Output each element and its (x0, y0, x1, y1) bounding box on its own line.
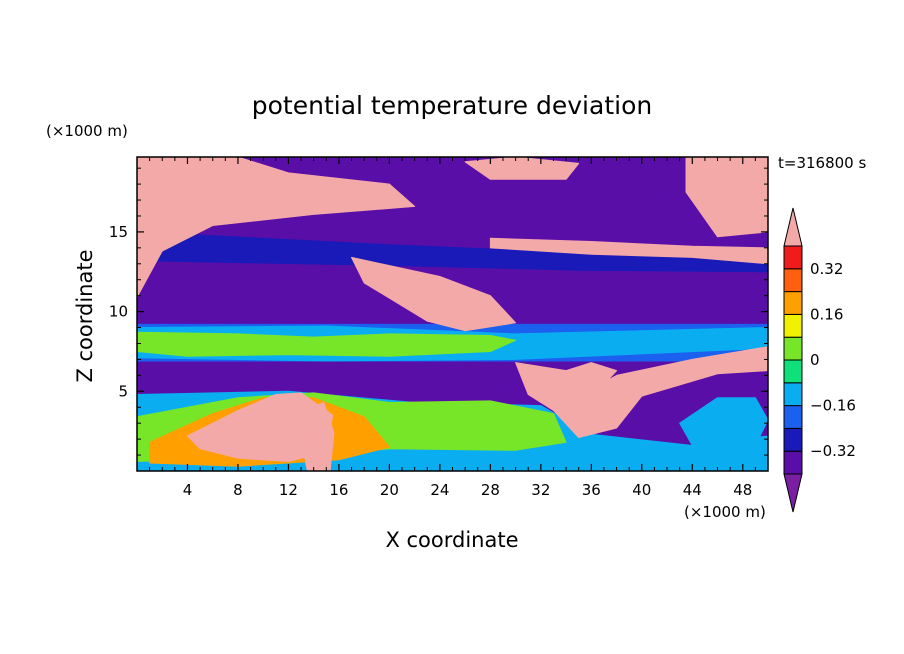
colorbar-box (783, 313, 803, 338)
x-tick-label: 32 (531, 481, 550, 499)
y-tick-label: 5 (118, 382, 128, 400)
colorbar-label: 0.32 (810, 260, 843, 278)
y-axis: 5 10 15 (109, 167, 768, 456)
x-tick-label: 12 (279, 481, 298, 499)
contour-region-top-right-warm-patch (685, 157, 768, 238)
colorbar-label: −0.32 (810, 442, 856, 460)
x-axis-title: X coordinate (385, 528, 518, 552)
x-tick-label: 28 (481, 481, 500, 499)
colorbar-label: 0 (810, 351, 820, 369)
contour-region-upper-band-negative (137, 231, 768, 273)
y-tick-label: 10 (109, 303, 128, 321)
contour-region-diagonal-warm-filament (351, 256, 517, 332)
colorbar-box (783, 382, 803, 407)
contour-region-descending-warm-plume (515, 362, 618, 411)
colorbar-label: 0.16 (810, 305, 843, 323)
colorbar-box (783, 450, 803, 475)
x-tick-label: 16 (329, 481, 348, 499)
y-axis-title: Z coordinate (73, 249, 97, 382)
contour-region-upper-filament-warm (489, 237, 768, 265)
y-unit-label: (×1000 m) (46, 122, 128, 140)
colorbar-box (783, 268, 803, 293)
colorbar-box (783, 291, 803, 315)
x-tick-label: 24 (430, 481, 449, 499)
colorbar-lower-extend (783, 473, 803, 513)
contour-region-surface-warm-tongue (301, 402, 335, 471)
x-tick-label: 44 (683, 481, 702, 499)
contour-field (137, 157, 768, 471)
x-tick-label: 48 (733, 481, 752, 499)
contour-region-top-left-warm-patch (137, 157, 416, 298)
x-tick-label: 36 (582, 481, 601, 499)
chart-title: potential temperature deviation (252, 91, 652, 120)
contour-region-low-level-band-positive (137, 331, 517, 357)
x-axis: 4 8 12 16 20 24 28 32 36 40 44 48 (149, 157, 756, 499)
x-tick-label: 4 (183, 481, 193, 499)
colorbar-box (783, 405, 803, 429)
colorbar-box (783, 245, 803, 270)
colorbar: 0.32 0.16 0 −0.16 −0.32 (783, 207, 856, 513)
contour-region-right-warm-intrusion (553, 346, 768, 438)
colorbar-upper-extend (783, 207, 803, 247)
colorbar-box (783, 359, 803, 384)
contour-region-right-bottom-eddy (679, 397, 768, 451)
y-tick-label: 15 (109, 223, 128, 241)
time-label: t=316800 s (778, 154, 866, 172)
x-tick-label: 8 (233, 481, 243, 499)
x-tick-label: 40 (632, 481, 651, 499)
contour-region-top-center-warm-patch (464, 157, 580, 180)
x-tick-label: 20 (380, 481, 399, 499)
colorbar-label: −0.16 (810, 397, 856, 415)
colorbar-box (783, 336, 803, 361)
colorbar-box (783, 427, 803, 452)
x-unit-label: (×1000 m) (684, 503, 766, 521)
